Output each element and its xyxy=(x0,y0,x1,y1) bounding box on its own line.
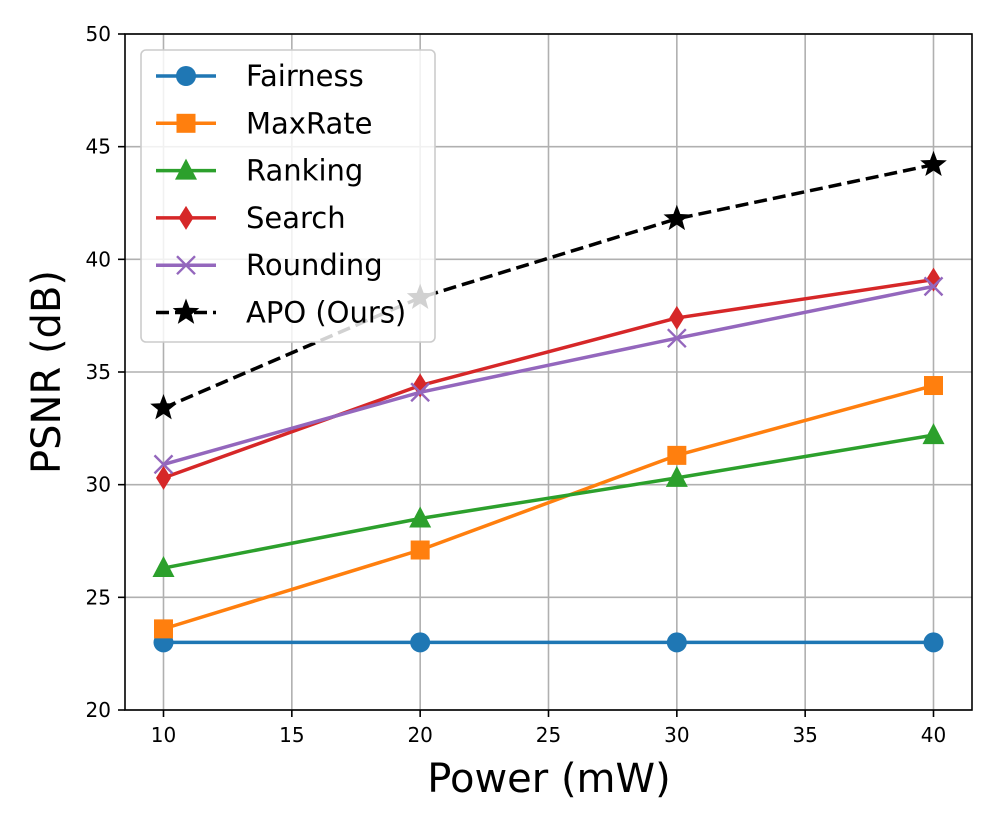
data-point-marker xyxy=(409,506,432,528)
legend-label: MaxRate xyxy=(246,106,372,140)
data-point-marker xyxy=(922,423,945,445)
x-tick-label: 10 xyxy=(151,723,176,747)
x-tick-label: 30 xyxy=(664,723,689,747)
x-axis-label: Power (mW) xyxy=(427,756,670,802)
y-tick-label: 45 xyxy=(86,135,111,159)
y-tick-label: 30 xyxy=(86,473,111,497)
data-point-marker xyxy=(663,204,691,231)
series-rounding xyxy=(153,276,944,475)
series-line xyxy=(162,162,934,410)
legend-item: APO (Ours) xyxy=(156,296,406,330)
x-tick-label: 40 xyxy=(921,723,946,747)
x-tick-label: 25 xyxy=(536,723,561,747)
legend-label: Search xyxy=(246,201,346,235)
y-tick-label: 35 xyxy=(86,360,111,384)
legend: Fairness MaxRate Ranking Search Rounding APO … xyxy=(140,49,436,343)
data-point-marker xyxy=(665,465,688,487)
data-point-marker xyxy=(923,632,944,653)
data-point-marker xyxy=(410,540,430,560)
legend-marker xyxy=(176,66,196,86)
series-search xyxy=(156,267,941,490)
series-ranking xyxy=(152,423,945,578)
series-fairness xyxy=(153,632,944,653)
data-point-marker xyxy=(666,328,687,349)
data-point-marker xyxy=(156,465,171,490)
legend-marker xyxy=(178,205,194,230)
series-maxrate xyxy=(154,376,943,639)
legend-label: Fairness xyxy=(246,59,364,93)
series-line xyxy=(162,383,934,631)
legend-item: Ranking xyxy=(156,154,363,188)
legend-marker xyxy=(176,113,196,133)
data-point-marker xyxy=(152,556,175,578)
legend-label: Rounding xyxy=(246,248,383,282)
y-tick-label: 40 xyxy=(86,247,111,271)
x-tick-label: 15 xyxy=(279,723,304,747)
data-point-marker xyxy=(666,632,687,653)
legend-marker xyxy=(175,158,197,180)
data-point-marker xyxy=(150,394,177,420)
legend-item: Rounding xyxy=(156,248,383,282)
y-tick-label: 25 xyxy=(86,585,111,609)
y-tick-label: 20 xyxy=(86,698,111,722)
y-axis-label: PSNR (dB) xyxy=(24,270,70,474)
axis-ticks: 10 15 20 25 30 35 40 20 25 30 35 40 45 50 xyxy=(86,22,947,747)
series-line xyxy=(162,277,934,480)
legend-marker xyxy=(172,298,200,324)
data-point-marker xyxy=(920,150,947,177)
legend-item: MaxRate xyxy=(156,106,372,140)
data-point-marker xyxy=(154,619,173,639)
data-point-marker xyxy=(153,454,174,475)
series-line xyxy=(163,433,934,570)
legend-marker xyxy=(176,255,196,276)
data-point-marker xyxy=(667,445,687,465)
x-tick-label: 20 xyxy=(407,723,432,747)
series-line xyxy=(163,284,934,467)
data-point-marker xyxy=(924,376,943,396)
data-point-marker xyxy=(410,382,431,403)
x-tick-label: 35 xyxy=(792,723,817,747)
data-point-marker xyxy=(923,276,944,297)
data-point-marker xyxy=(410,632,431,653)
series-layer xyxy=(150,150,947,653)
legend-item: Fairness xyxy=(156,59,364,93)
y-tick-label: 50 xyxy=(86,22,111,46)
legend-item: Search xyxy=(156,201,346,235)
legend-label: Ranking xyxy=(246,154,363,188)
data-point-marker xyxy=(669,305,685,330)
legend-label: APO (Ours) xyxy=(246,296,406,330)
